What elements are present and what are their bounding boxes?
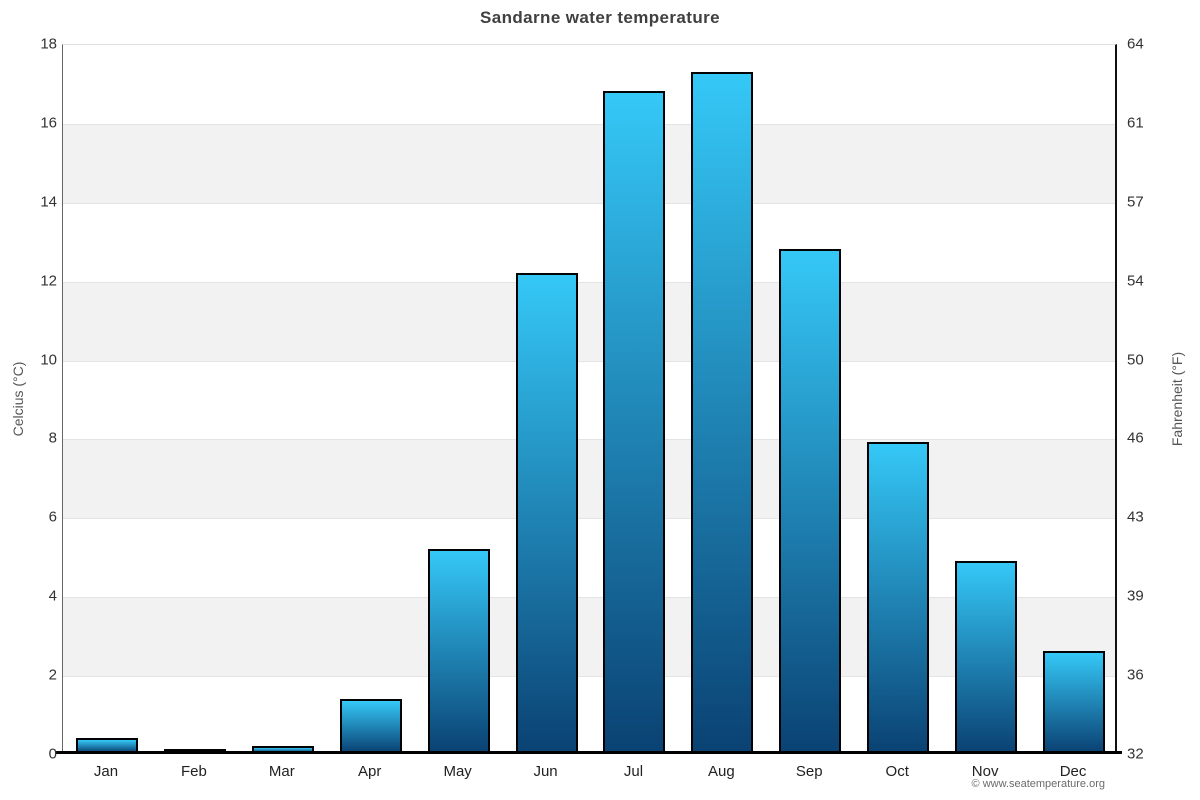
x-axis-line <box>56 751 1122 754</box>
ytick-celsius: 18 <box>40 35 57 53</box>
gridline <box>63 123 1115 125</box>
ytick-fahrenheit: 61 <box>1127 114 1144 132</box>
ytick-fahrenheit: 46 <box>1127 429 1144 447</box>
bar-apr[interactable] <box>339 698 402 754</box>
plot-area <box>62 44 1117 754</box>
gridline <box>63 202 1115 204</box>
gridline <box>63 360 1115 362</box>
xtick-nov: Nov <box>971 763 999 780</box>
ytick-fahrenheit: 50 <box>1127 351 1144 369</box>
ytick-fahrenheit: 64 <box>1127 35 1144 53</box>
plot-band <box>63 45 1115 124</box>
ytick-fahrenheit: 32 <box>1127 745 1144 763</box>
bar-oct[interactable] <box>867 442 930 754</box>
xtick-apr: Apr <box>358 763 382 780</box>
bar-jul[interactable] <box>603 91 666 754</box>
ytick-celsius: 6 <box>48 508 57 526</box>
gridline <box>63 439 1115 441</box>
ytick-celsius: 4 <box>48 587 57 605</box>
copyright-credit: © www.seatemperature.org <box>971 778 1105 790</box>
ytick-celsius: 10 <box>40 351 57 369</box>
bar-may[interactable] <box>427 548 490 754</box>
xtick-jan: Jan <box>93 763 119 780</box>
xtick-jul: Jul <box>623 763 644 780</box>
ytick-celsius: 0 <box>48 745 57 763</box>
bar-jun[interactable] <box>515 272 578 754</box>
bar-dec[interactable] <box>1043 651 1106 754</box>
y-axis-title-fahrenheit: Fahrenheit (°F) <box>1169 351 1185 447</box>
ytick-celsius: 14 <box>40 193 57 211</box>
plot-band <box>63 281 1115 361</box>
ytick-fahrenheit: 54 <box>1127 272 1144 290</box>
plot-band <box>63 203 1115 282</box>
plot-band <box>63 597 1115 677</box>
ytick-celsius: 16 <box>40 114 57 132</box>
ytick-fahrenheit: 36 <box>1127 666 1144 684</box>
xtick-aug: Aug <box>708 763 735 780</box>
xtick-dec: Dec <box>1059 763 1087 780</box>
gridline <box>63 281 1115 283</box>
ytick-celsius: 12 <box>40 272 57 290</box>
chart-title: Sandarne water temperature <box>480 8 720 27</box>
plot-band <box>63 439 1115 519</box>
xtick-sep: Sep <box>795 763 823 780</box>
xtick-oct: Oct <box>885 763 909 780</box>
xtick-feb: Feb <box>180 763 207 780</box>
gridline <box>63 518 1115 520</box>
bar-nov[interactable] <box>955 560 1018 754</box>
gridline <box>63 597 1115 599</box>
ytick-celsius: 8 <box>48 429 57 447</box>
bar-sep[interactable] <box>779 249 842 754</box>
xtick-may: May <box>443 763 472 780</box>
ytick-fahrenheit: 43 <box>1127 508 1144 526</box>
gridline <box>63 676 1115 678</box>
ytick-fahrenheit: 39 <box>1127 587 1144 605</box>
ytick-fahrenheit: 57 <box>1127 193 1144 211</box>
xtick-jun: Jun <box>533 763 558 780</box>
plot-band <box>63 361 1115 440</box>
plot-band <box>63 123 1115 203</box>
xtick-mar: Mar <box>268 763 295 780</box>
y-axis-title-celsius: Celcius (°C) <box>10 361 26 437</box>
ytick-celsius: 2 <box>48 666 57 684</box>
bar-aug[interactable] <box>691 71 754 754</box>
